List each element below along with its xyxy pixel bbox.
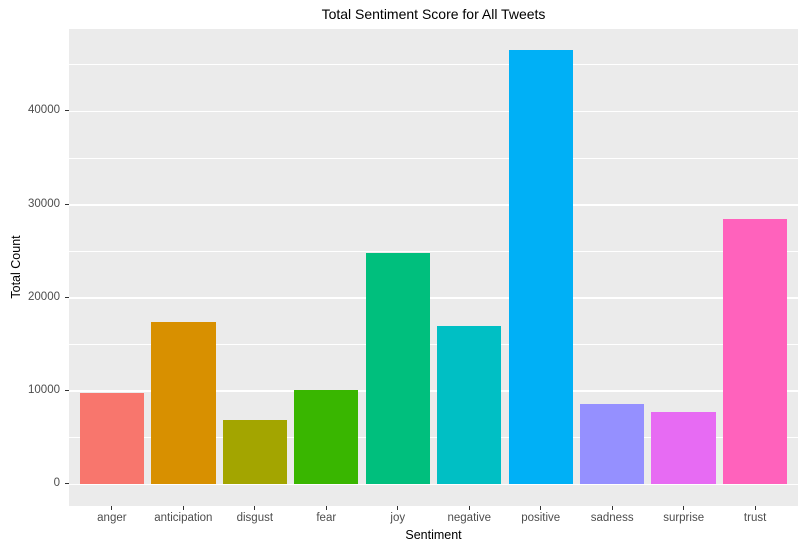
gridline-major <box>69 390 798 392</box>
x-tick-label: negative <box>447 512 491 524</box>
y-tick-label: 0 <box>53 477 60 490</box>
x-tick-label: anticipation <box>154 512 213 524</box>
gridline-minor <box>69 343 798 345</box>
x-tick-mark <box>182 506 184 510</box>
x-tick-label: fear <box>316 512 337 524</box>
bar-anger <box>79 393 145 484</box>
bar-joy <box>365 252 430 484</box>
x-tick-label: anger <box>97 512 127 524</box>
bar-fear <box>294 389 359 484</box>
gridline-major <box>69 110 798 113</box>
y-tick-label: 10000 <box>28 383 60 396</box>
bar-surprise <box>651 411 716 484</box>
x-tick-mark <box>683 506 685 510</box>
y-tick-mark <box>65 483 69 485</box>
bar-positive <box>508 50 573 484</box>
x-tick-label: surprise <box>663 512 705 524</box>
bar-trust <box>722 219 788 484</box>
x-tick-label: positive <box>521 512 561 524</box>
y-tick-label: 30000 <box>28 197 60 210</box>
x-tick-label: disgust <box>236 512 274 524</box>
x-tick-mark <box>754 506 756 510</box>
gridline-major <box>69 297 798 299</box>
gridline-minor <box>69 437 798 438</box>
x-tick-mark <box>325 506 327 510</box>
gridline-minor <box>69 157 798 159</box>
gridline-major <box>69 204 798 206</box>
x-tick-mark <box>468 506 470 510</box>
bar-disgust <box>222 420 287 484</box>
y-tick-label: 20000 <box>28 290 60 303</box>
gridline-minor <box>69 250 798 252</box>
x-tick-label: joy <box>390 512 406 524</box>
x-tick-mark <box>111 506 113 510</box>
x-tick-mark <box>254 506 256 510</box>
y-tick-mark <box>65 296 69 298</box>
x-tick-label: sadness <box>590 512 634 524</box>
chart-title: Total Sentiment Score for All Tweets <box>321 6 546 22</box>
y-tick-label: 40000 <box>28 104 60 117</box>
x-axis-title: Sentiment <box>405 528 462 542</box>
bar-anticipation <box>151 322 216 484</box>
y-tick-mark <box>65 389 69 391</box>
gridline-major <box>69 483 798 486</box>
y-axis-title: Total Count <box>9 235 23 299</box>
x-tick-label: trust <box>743 512 767 524</box>
y-tick-mark <box>65 110 69 112</box>
plot-panel <box>69 29 798 506</box>
gridline-minor <box>69 64 798 66</box>
bar-sadness <box>580 404 645 484</box>
x-tick-mark <box>397 506 399 510</box>
bar-negative <box>437 326 502 484</box>
x-tick-mark <box>540 506 542 510</box>
y-tick-mark <box>65 203 69 205</box>
x-tick-mark <box>611 506 613 510</box>
